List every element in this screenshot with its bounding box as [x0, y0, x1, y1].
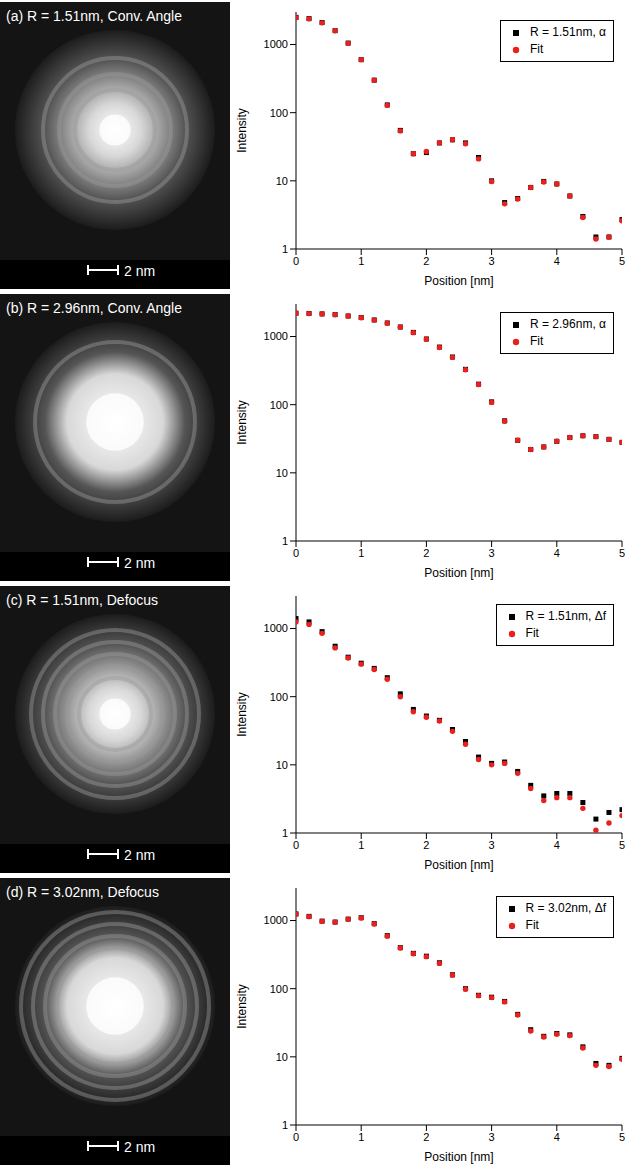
html-text:Fit: Fit	[530, 334, 544, 348]
svg-text:2 nm: 2 nm	[124, 847, 155, 863]
svg-text:2: 2	[423, 255, 429, 267]
svg-text:2: 2	[423, 547, 429, 559]
svg-text:0: 0	[293, 255, 299, 267]
svg-text:10: 10	[276, 175, 288, 187]
svg-text:4: 4	[554, 547, 560, 559]
svg-text:1000: 1000	[264, 914, 288, 926]
svg-text:1: 1	[358, 547, 364, 559]
svg-text:3: 3	[489, 547, 495, 559]
svg-text:1000: 1000	[264, 622, 288, 634]
svg-text:2 nm: 2 nm	[124, 263, 155, 279]
html-text:R = 2.96nm, α: R = 2.96nm, α	[530, 317, 606, 331]
svg-text:Position [nm]: Position [nm]	[424, 566, 493, 580]
html-text:R = 1.51nm, α: R = 1.51nm, α	[530, 25, 606, 39]
svg-text:5: 5	[619, 547, 625, 559]
svg-text:Intensity: Intensity	[235, 400, 249, 445]
svg-text:0: 0	[293, 839, 299, 851]
html-text:Fit: Fit	[530, 42, 544, 56]
svg-text:5: 5	[619, 1131, 625, 1143]
html-text:R = 1.51nm, Δf: R = 1.51nm, Δf	[525, 609, 606, 623]
svg-text:3: 3	[489, 839, 495, 851]
svg-text:10: 10	[276, 1051, 288, 1063]
svg-text:1000: 1000	[264, 38, 288, 50]
svg-text:Position [nm]: Position [nm]	[424, 1150, 493, 1164]
svg-text:2 nm: 2 nm	[124, 1139, 155, 1155]
svg-text:100: 100	[270, 983, 288, 995]
svg-text:4: 4	[554, 839, 560, 851]
svg-text:0: 0	[293, 1131, 299, 1143]
svg-text:0: 0	[293, 547, 299, 559]
svg-text:1000: 1000	[264, 330, 288, 342]
svg-text:2: 2	[423, 1131, 429, 1143]
svg-text:(a) R = 1.51nm, Conv. Angle: (a) R = 1.51nm, Conv. Angle	[6, 8, 182, 24]
html-text:R = 3.02nm, Δf: R = 3.02nm, Δf	[525, 901, 606, 915]
svg-text:(d) R = 3.02nm, Defocus: (d) R = 3.02nm, Defocus	[6, 884, 159, 900]
svg-text:10: 10	[276, 467, 288, 479]
svg-text:2 nm: 2 nm	[124, 555, 155, 571]
svg-text:100: 100	[270, 399, 288, 411]
svg-text:4: 4	[554, 255, 560, 267]
svg-text:1: 1	[358, 255, 364, 267]
svg-text:1: 1	[358, 1131, 364, 1143]
svg-text:100: 100	[270, 107, 288, 119]
html-text:Fit: Fit	[525, 626, 539, 640]
svg-text:1: 1	[358, 839, 364, 851]
svg-text:10: 10	[276, 759, 288, 771]
svg-text:(c) R = 1.51nm, Defocus: (c) R = 1.51nm, Defocus	[6, 592, 158, 608]
svg-text:1: 1	[282, 535, 288, 547]
svg-text:4: 4	[554, 1131, 560, 1143]
html-text:Fit: Fit	[525, 918, 539, 932]
svg-text:100: 100	[270, 691, 288, 703]
svg-text:5: 5	[619, 839, 625, 851]
svg-text:3: 3	[489, 1131, 495, 1143]
svg-text:1: 1	[282, 1119, 288, 1131]
svg-text:5: 5	[619, 255, 625, 267]
svg-text:Intensity: Intensity	[235, 692, 249, 737]
svg-text:Intensity: Intensity	[235, 984, 249, 1029]
svg-text:1: 1	[282, 243, 288, 255]
svg-text:1: 1	[282, 827, 288, 839]
svg-text:2: 2	[423, 839, 429, 851]
svg-text:Position [nm]: Position [nm]	[424, 858, 493, 872]
svg-text:3: 3	[489, 255, 495, 267]
svg-text:Intensity: Intensity	[235, 108, 249, 153]
svg-text:(b) R = 2.96nm, Conv. Angle: (b) R = 2.96nm, Conv. Angle	[6, 300, 182, 316]
svg-text:Position [nm]: Position [nm]	[424, 274, 493, 288]
